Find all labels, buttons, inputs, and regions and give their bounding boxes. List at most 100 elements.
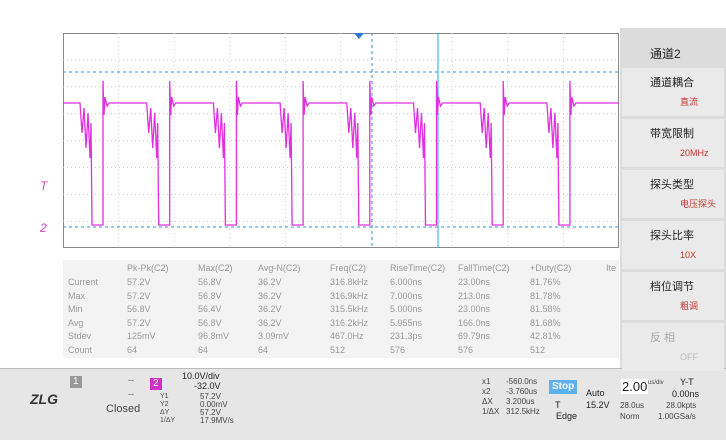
- trigger-marker: T: [40, 179, 48, 193]
- table-cell: 316.8kHz: [330, 277, 369, 287]
- table-cell: 42.81%: [530, 331, 561, 341]
- span: 28.0us: [620, 401, 645, 410]
- x-cursor-name: 1/ΔX: [482, 407, 500, 416]
- table-cell: 36.2V: [258, 304, 282, 314]
- trigger-type: Edge: [556, 411, 578, 421]
- table-cell: 64: [258, 344, 269, 355]
- y-cursor-value: 57.2V: [200, 392, 221, 401]
- trigger-pos: [354, 33, 364, 39]
- table-cell: 316.9kHz: [330, 290, 369, 301]
- menu-item-label[interactable]: 反 相: [650, 332, 676, 344]
- table-cell: 56.8V: [198, 277, 222, 287]
- waveform: [63, 80, 619, 226]
- table-cell: 166.0ns: [458, 317, 491, 328]
- x-cursor-value: -3.760us: [506, 387, 538, 396]
- table-cell: 213.0ns: [458, 290, 491, 301]
- timebase[interactable]: 2.00: [621, 379, 649, 394]
- menu-item[interactable]: [622, 170, 724, 218]
- table-cell: 56.8V: [198, 317, 222, 328]
- table-header: Pk-Pk(C2): [127, 263, 169, 273]
- menu-item[interactable]: [622, 119, 724, 167]
- table-cell: 36.2V: [258, 277, 282, 287]
- table-cell: 64: [198, 344, 209, 355]
- y-cursor-name: Y2: [160, 401, 169, 408]
- table-cell: 315.5kHz: [330, 304, 369, 314]
- table-cell: 512: [330, 344, 346, 355]
- ch2-state: --: [128, 389, 134, 399]
- menu-item-value[interactable]: 10X: [680, 250, 697, 260]
- table-cell: Max: [68, 290, 86, 301]
- menu-item-value[interactable]: 粗调: [680, 301, 699, 311]
- delay: 0.00ns: [672, 389, 700, 399]
- table-cell: Stdev: [68, 331, 92, 341]
- table-cell: 576: [458, 344, 474, 355]
- table-cell: Min: [68, 304, 83, 314]
- points: 28.0kpts: [666, 401, 697, 410]
- table-cell: 69.79ns: [458, 331, 491, 341]
- table-cell: 6.000ns: [390, 277, 423, 287]
- sample-rate: 1.00GSa/s: [658, 412, 696, 421]
- x-cursor-name: x1: [482, 377, 491, 386]
- table-cell: 36.2V: [258, 317, 282, 328]
- ch1-state: --: [128, 375, 134, 385]
- table-cell: 81.68%: [530, 317, 561, 328]
- table-cell: 125mV: [127, 331, 156, 341]
- menu-item-label[interactable]: 带宽限制: [650, 128, 694, 140]
- y-cursor-name: 1/ΔY: [160, 417, 176, 424]
- menu-item[interactable]: [622, 272, 724, 320]
- display-mode: Y-T: [680, 377, 694, 387]
- table-cell: 57.2V: [127, 277, 151, 287]
- table-cell: 512: [530, 344, 546, 355]
- menu-item-label[interactable]: 探头类型: [650, 179, 694, 191]
- run-button[interactable]: Stop: [549, 380, 578, 394]
- menu-item[interactable]: [622, 68, 724, 116]
- channel-marker: 2: [40, 221, 47, 235]
- table-header: FallTime(C2): [458, 263, 510, 273]
- table-cell: 23.00ns: [458, 304, 491, 314]
- trigger-mode: Auto: [586, 388, 605, 398]
- ch1-button[interactable]: 1: [70, 376, 82, 388]
- menu-item[interactable]: [622, 323, 724, 371]
- y-cursor-name: ΔY: [160, 409, 170, 416]
- x-cursor-name: ΔX: [482, 397, 493, 406]
- table-header: Ite: [606, 263, 617, 273]
- x-cursor-name: x2: [482, 387, 491, 396]
- table-cell: 36.2V: [258, 290, 282, 301]
- trigger-label: T: [555, 400, 561, 410]
- y-cursor-value: 17.9MV/s: [200, 416, 234, 425]
- menu-item-label[interactable]: 探头比率: [650, 230, 694, 242]
- offset: -32.0V: [194, 381, 221, 391]
- table-cell: 316.2kHz: [330, 317, 369, 328]
- menu-item-value[interactable]: OFF: [680, 352, 698, 362]
- table-cell: 81.76%: [530, 277, 561, 287]
- table-header: +Duty(C2): [530, 263, 572, 273]
- table-cell: 7.000ns: [390, 290, 423, 301]
- menu-item-value[interactable]: 电压探头: [680, 199, 717, 209]
- menu-item-value[interactable]: 直流: [680, 97, 699, 107]
- trigger-level: 15.2V: [586, 400, 610, 410]
- table-cell: 56.8V: [127, 304, 151, 314]
- table-cell: 57.2V: [127, 290, 151, 301]
- y-cursor-value: 57.2V: [200, 408, 221, 417]
- table-cell: 57.2V: [127, 317, 151, 328]
- logo: ZLG: [30, 391, 58, 407]
- menu-item-value[interactable]: 20MHz: [680, 148, 709, 158]
- measure-table: [63, 260, 619, 358]
- table-cell: Avg: [68, 317, 84, 328]
- menu-item[interactable]: [622, 221, 724, 269]
- table-cell: 231.3ps: [390, 331, 423, 341]
- table-cell: 23.00ns: [458, 277, 491, 287]
- table-cell: 56.8V: [198, 290, 222, 301]
- x-cursor-value: -560.0ns: [506, 377, 538, 386]
- table-cell: Current: [68, 277, 99, 287]
- timebase-unit: us/div: [648, 380, 664, 386]
- acquire-mode: Norm: [620, 412, 640, 421]
- menu-item-label[interactable]: 档位调节: [650, 281, 694, 293]
- table-cell: 467.0Hz: [330, 331, 364, 341]
- table-header: RiseTime(C2): [390, 263, 446, 273]
- x-cursor-value: 3.200us: [506, 397, 535, 406]
- y-cursor-value: 0.00mV: [200, 400, 228, 409]
- ch2-button[interactable]: 2: [150, 378, 162, 390]
- menu-item-label[interactable]: 通道耦合: [650, 77, 694, 89]
